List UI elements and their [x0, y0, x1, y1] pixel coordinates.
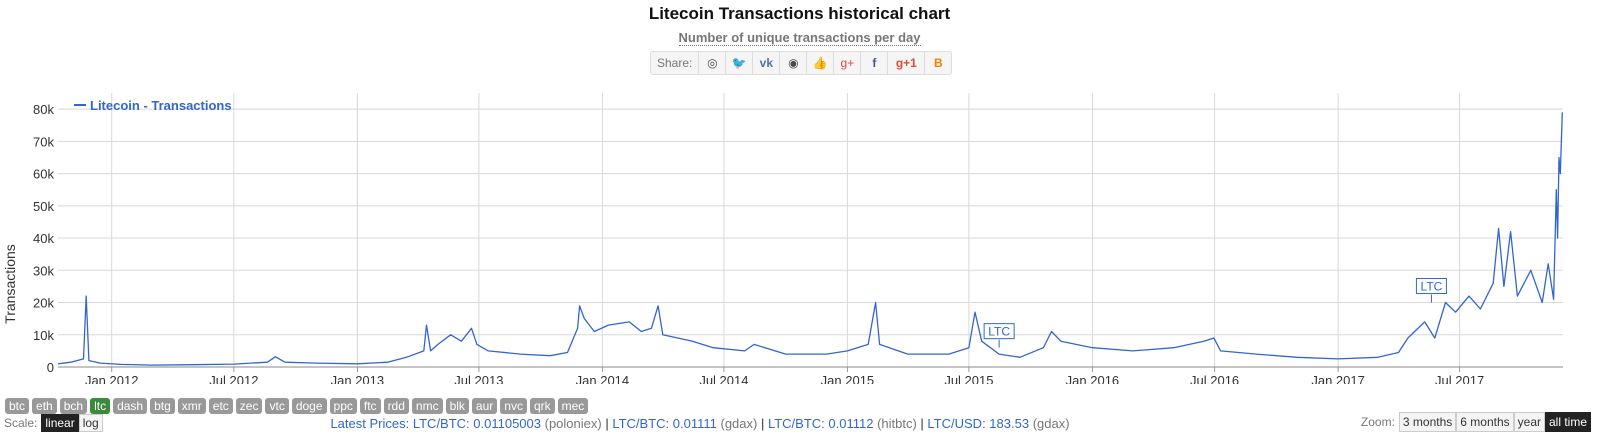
y-tick-label: 50k: [33, 199, 54, 214]
google-plus-icon[interactable]: g+: [834, 52, 862, 74]
coin-button-rdd[interactable]: rdd: [383, 398, 409, 414]
coin-button-btc[interactable]: btc: [5, 398, 30, 414]
x-tick-label: Jan 2012: [85, 373, 139, 384]
coin-button-nvc[interactable]: nvc: [500, 398, 527, 414]
latest-prices: Latest Prices: LTC/BTC: 0.01105003 (polo…: [330, 416, 1070, 431]
coin-button-nmc[interactable]: nmc: [411, 398, 443, 414]
chart-title: Litecoin Transactions historical chart: [648, 4, 951, 23]
x-tick-label: Jan 2015: [821, 373, 875, 384]
coin-button-vtc[interactable]: vtc: [265, 398, 289, 414]
price-pair[interactable]: LTC/USD: 183.53: [927, 416, 1030, 431]
chart-subtitle[interactable]: Number of unique transactions per day: [0, 30, 1599, 46]
coin-button-blk[interactable]: blk: [445, 398, 469, 414]
coin-button-qrk[interactable]: qrk: [529, 398, 555, 414]
scale-log-button[interactable]: log: [78, 414, 103, 432]
y-tick-label: 60k: [33, 167, 54, 182]
scale-label: Scale:: [4, 416, 38, 430]
zoom-selector: Zoom: 3 months 6 months year all time: [1361, 412, 1591, 432]
vk-icon[interactable]: vk: [753, 52, 781, 74]
coin-button-btg[interactable]: btg: [150, 398, 175, 414]
x-tick-label: Jul 2012: [209, 373, 258, 384]
facebook-icon[interactable]: f: [861, 52, 889, 74]
x-tick-label: Jan 2016: [1066, 373, 1120, 384]
annotation-ltc[interactable]: LTC: [983, 323, 1015, 348]
y-tick-label: 40k: [33, 231, 54, 246]
y-tick-label: 30k: [33, 263, 54, 278]
scale-selector: Scale: linear log: [4, 414, 103, 432]
coin-button-dash[interactable]: dash: [113, 398, 148, 414]
zoom-all-time-button[interactable]: all time: [1544, 412, 1591, 432]
transactions-chart[interactable]: 0 10k 20k 30k 40k 50k 60k 70k 80k Jan 2012 Jul 20…: [0, 88, 1599, 384]
scale-linear-button[interactable]: linear: [41, 414, 79, 432]
chart-annotations: LTC LTC: [983, 278, 1447, 348]
x-tick-label: Jan 2013: [331, 373, 385, 384]
x-tick-label: Jul 2014: [699, 373, 748, 384]
x-tick-label: Jul 2015: [944, 373, 993, 384]
y-axis-ticks: 0 10k 20k 30k 40k 50k 60k 70k 80k: [33, 102, 54, 375]
price-source: (hitbtc): [877, 416, 917, 431]
price-source: (gdax): [1032, 416, 1070, 431]
series-transactions: [57, 112, 1563, 366]
y-axis-label: Transactions: [2, 244, 18, 324]
price-pair[interactable]: LTC/BTC: 0.01112: [767, 416, 874, 431]
like-icon[interactable]: 👍: [807, 52, 835, 74]
coin-button-ppc[interactable]: ppc: [329, 398, 357, 414]
legend[interactable]: Litecoin - Transactions: [74, 98, 232, 113]
price-pair[interactable]: LTC/BTC: 0.01105003: [412, 416, 541, 431]
zoom-6-months-button[interactable]: 6 months: [1456, 412, 1514, 432]
coin-button-doge[interactable]: doge: [291, 398, 327, 414]
coin-button-ftc[interactable]: ftc: [359, 398, 381, 414]
coin-button-zec[interactable]: zec: [235, 398, 263, 414]
annotation-ltc[interactable]: LTC: [1415, 278, 1447, 303]
weibo-icon[interactable]: ◉: [780, 52, 808, 74]
annotation-label: LTC: [988, 325, 1010, 339]
x-tick-label: Jul 2016: [1190, 373, 1239, 384]
coin-button-eth[interactable]: eth: [32, 398, 57, 414]
annotation-box: [983, 323, 1015, 340]
blogger-icon[interactable]: B: [934, 56, 943, 70]
zoom-3-months-button[interactable]: 3 months: [1398, 412, 1457, 432]
twitter-icon[interactable]: 🐦: [726, 52, 754, 74]
y-tick-label: 70k: [33, 134, 54, 149]
series-line-transactions[interactable]: [57, 112, 1563, 366]
y-tick-label: 10k: [33, 328, 54, 343]
coin-button-xmr[interactable]: xmr: [177, 398, 206, 414]
coin-button-bch[interactable]: bch: [59, 398, 88, 414]
x-tick-label: Jul 2013: [454, 373, 503, 384]
price-source: (gdax): [720, 416, 758, 431]
zoom-label: Zoom:: [1360, 415, 1395, 429]
y-tick-label: 20k: [33, 296, 54, 311]
chart-subtitle-text[interactable]: Number of unique transactions per day: [678, 30, 921, 46]
annotation-label: LTC: [1421, 280, 1443, 294]
chart-grid: [58, 93, 1563, 372]
x-tick-label: Jan 2017: [1311, 373, 1365, 384]
y-tick-label: 80k: [33, 102, 54, 117]
latest-prices-label: Latest Prices:: [330, 416, 410, 431]
share-bar: Share: ◎ 🐦 vk ◉ 👍 g+ f g+1 B: [650, 51, 953, 75]
price-source: (poloniex): [544, 416, 602, 431]
price-pair[interactable]: LTC/BTC: 0.01111: [612, 416, 717, 431]
x-axis-ticks: Jan 2012 Jul 2012 Jan 2013 Jul 2013 Jan 2014…: [85, 373, 1484, 384]
legend-label[interactable]: Litecoin - Transactions: [90, 98, 232, 113]
reddit-icon[interactable]: ◎: [699, 52, 727, 74]
share-label: Share:: [651, 52, 700, 74]
coin-button-aur[interactable]: aur: [471, 398, 498, 414]
x-tick-label: Jul 2017: [1435, 373, 1484, 384]
coin-button-etc[interactable]: etc: [208, 398, 233, 414]
annotation-box: [1415, 278, 1447, 295]
google-plus-one-icon[interactable]: g+1: [888, 52, 926, 74]
coin-button-ltc[interactable]: ltc: [90, 398, 111, 414]
x-tick-label: Jan 2014: [576, 373, 630, 384]
zoom-year-button[interactable]: year: [1513, 412, 1545, 432]
coin-button-mec[interactable]: mec: [557, 398, 589, 414]
y-tick-label: 0: [47, 360, 54, 375]
coin-selector: btc eth bch ltc dash btg xmr etc zec vtc doge ppc ft…: [5, 398, 589, 414]
